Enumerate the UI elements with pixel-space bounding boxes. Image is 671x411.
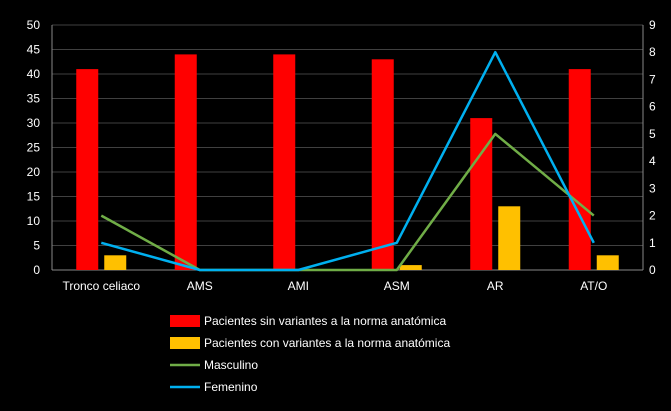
y-left-tick-label: 15 — [27, 190, 41, 204]
legend-swatch — [170, 315, 200, 327]
y-right-tick-label: 9 — [649, 18, 656, 32]
bar — [174, 54, 197, 271]
y-left-tick-label: 40 — [27, 67, 41, 81]
bar — [498, 206, 521, 270]
legend-label: Masculino — [204, 358, 258, 372]
legend-swatch — [170, 337, 200, 349]
bar — [470, 118, 493, 270]
legend-label: Pacientes sin variantes a la norma anató… — [204, 314, 446, 328]
y-right-tick-label: 1 — [649, 236, 656, 250]
y-left-tick-label: 35 — [27, 92, 41, 106]
y-right-tick-label: 7 — [649, 72, 656, 86]
y-left-tick-label: 30 — [27, 116, 41, 130]
bars — [76, 54, 619, 271]
y-left-tick-label: 0 — [33, 263, 40, 277]
bar — [399, 265, 422, 270]
bar — [273, 54, 296, 271]
y-right-tick-label: 2 — [649, 209, 656, 223]
y-right-tick-label: 0 — [649, 263, 656, 277]
y-left-tick-label: 5 — [33, 239, 40, 253]
x-tick-label: AR — [487, 279, 504, 293]
series-line — [100, 50, 595, 272]
gridlines — [52, 24, 643, 246]
y-left-tick-label: 50 — [27, 18, 41, 32]
x-tick-label: Tronco celiaco — [62, 279, 140, 293]
bar — [371, 59, 394, 270]
bar — [596, 255, 619, 270]
series-lines — [100, 50, 595, 272]
y-right-tick-label: 5 — [649, 127, 656, 141]
y-right-tick-label: 6 — [649, 100, 656, 114]
x-tick-label: ASM — [384, 279, 410, 293]
y-left-tick-label: 20 — [27, 165, 41, 179]
legend: Pacientes sin variantes a la norma anató… — [170, 314, 450, 394]
legend-label: Femenino — [204, 380, 258, 394]
y-right-tick-label: 4 — [649, 154, 656, 168]
bar — [104, 255, 127, 270]
series-line — [100, 132, 595, 272]
bar — [76, 69, 99, 270]
y-right-tick-label: 3 — [649, 181, 656, 195]
y-left-tick-label: 45 — [27, 43, 41, 57]
y-right-tick-label: 8 — [649, 45, 656, 59]
legend-label: Pacientes con variantes a la norma anató… — [204, 336, 450, 350]
x-tick-label: AT/O — [580, 279, 607, 293]
bar — [568, 69, 591, 270]
y-left-tick-label: 25 — [27, 141, 41, 155]
y-left-tick-label: 10 — [27, 214, 41, 228]
x-tick-label: AMI — [288, 279, 309, 293]
x-tick-label: AMS — [187, 279, 213, 293]
